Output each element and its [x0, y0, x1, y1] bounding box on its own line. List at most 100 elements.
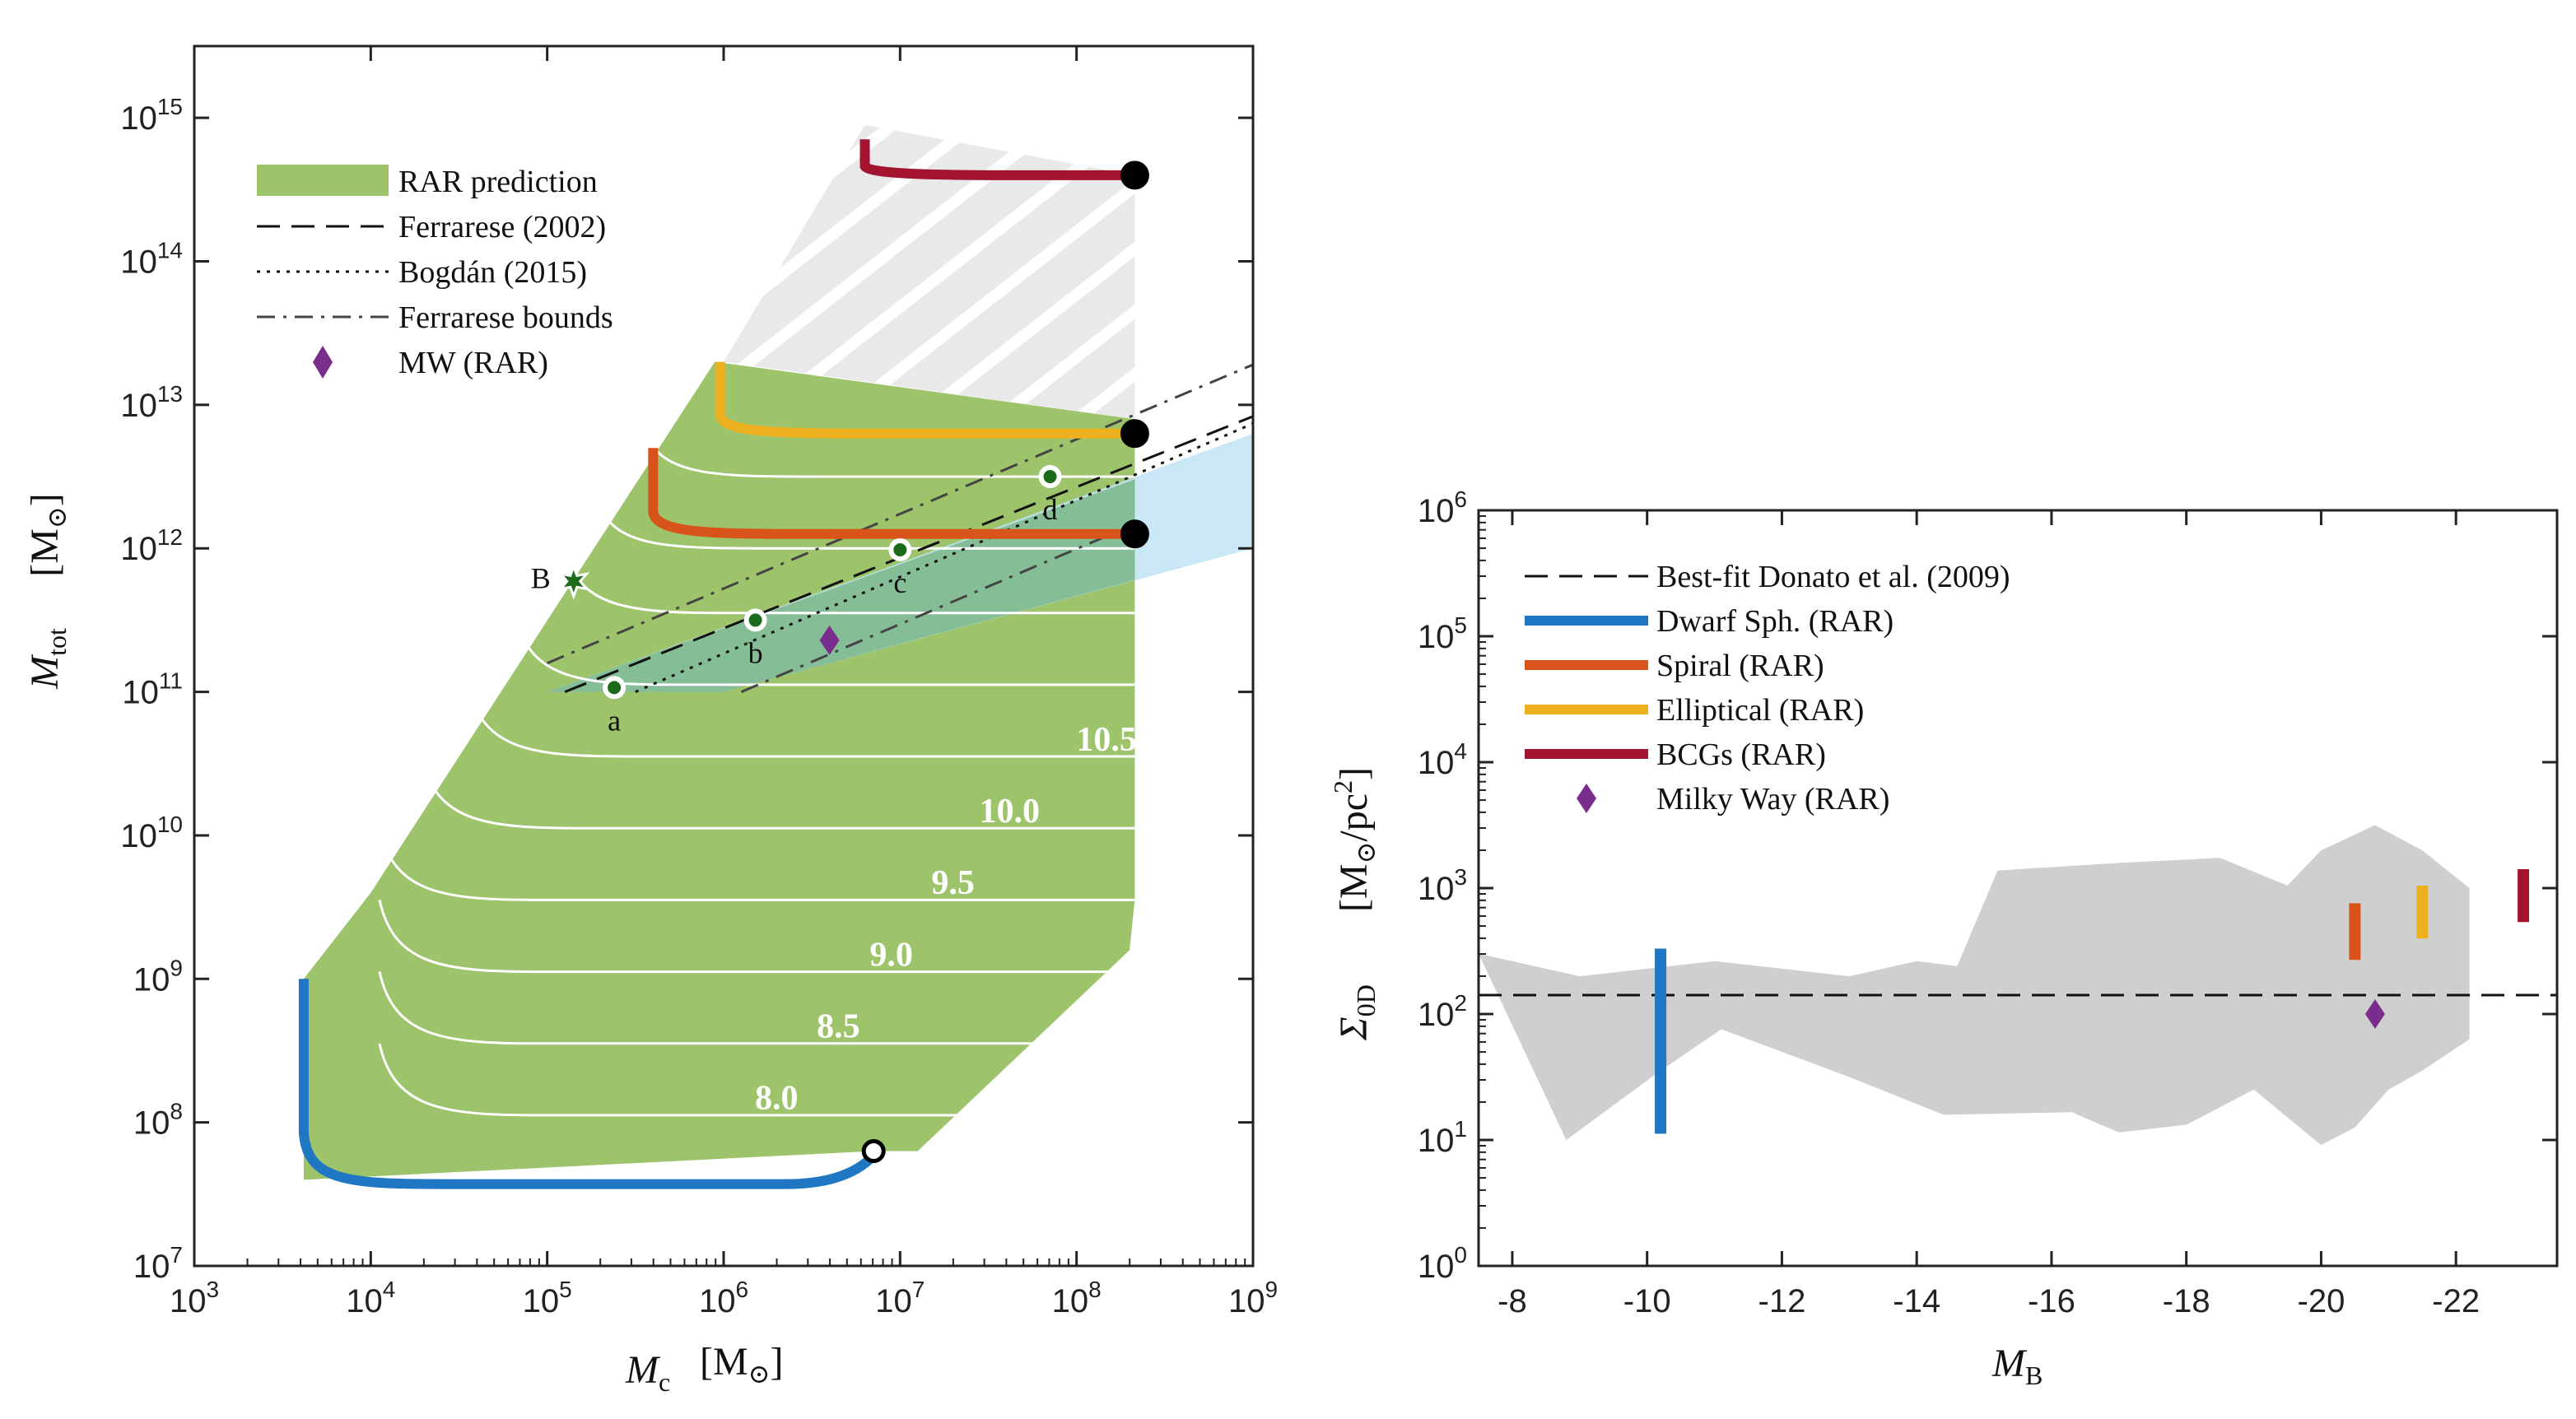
left-y-tick-label-9: 109: [133, 955, 183, 998]
mw-marker: [819, 625, 840, 655]
left-y-tick-label-11: 1011: [122, 668, 183, 711]
contour-line-9.0: [378, 900, 1135, 974]
contour-line-8.0: [378, 1043, 1135, 1117]
contour-line-11.5: [559, 541, 1135, 615]
left-x-title: Mc: [625, 1348, 670, 1397]
left-legend-label-1: Ferrarese (2002): [398, 210, 606, 244]
right-legend: Best-fit Donato et al. (2009) Dwarf Sph. …: [1525, 560, 2010, 817]
left-x-tick-label-8: 108: [1052, 1277, 1102, 1319]
left-legend-label-4: MW (RAR): [398, 346, 548, 380]
contour-label-11.0: 11.0: [1141, 649, 1199, 687]
right-legend-label-3: Elliptical (RAR): [1656, 693, 1864, 728]
right-y-tick-label-4: 104: [1418, 738, 1467, 781]
endpoint-marker-1: [1120, 419, 1149, 449]
contour-line-11.0: [513, 612, 1135, 686]
series-spiral-rar-: [648, 448, 1135, 539]
right-y-tick-label-2: 102: [1418, 990, 1467, 1033]
right-y-tick-label-5: 105: [1418, 612, 1467, 655]
left-legend-swatch-0: [257, 165, 389, 196]
left-x-tick-label-7: 107: [875, 1277, 925, 1319]
star-marker-B: [557, 562, 590, 600]
left-y-tick-label-8: 108: [133, 1099, 183, 1142]
point-label-c: c: [893, 566, 906, 599]
contour-line-8.5: [378, 971, 1135, 1045]
series-dwarf-sph-rar-: [298, 979, 878, 1189]
contour-label-10.0: 10.0: [979, 793, 1040, 830]
right-legend-label-0: Best-fit Donato et al. (2009): [1656, 560, 2010, 594]
right-y-tick-label-3: 103: [1418, 864, 1467, 907]
milky-way-marker: [2364, 999, 2385, 1029]
point-label-d: d: [1043, 493, 1058, 526]
bogdan-line: [635, 422, 1253, 693]
endpoint-marker-0: [1120, 161, 1149, 190]
ferrarese-band-region: [547, 433, 1253, 692]
right-x-tick-label: -10: [1623, 1283, 1671, 1319]
contour-label-11.5: 11.5: [1203, 577, 1261, 615]
point-marker-c: [893, 542, 907, 556]
right-x-tick-label: -14: [1893, 1283, 1940, 1319]
contour-label-10.5: 10.5: [1076, 721, 1137, 759]
left-y-title: Mtot: [23, 628, 72, 690]
contour-line-upper: [598, 505, 1135, 550]
contour-label-8.5: 8.5: [817, 1007, 860, 1045]
ferrarese-line: [564, 415, 1253, 693]
right-marks: [1479, 825, 2557, 1146]
left-y-tick-label-12: 1012: [120, 524, 183, 567]
right-x-tick-label: -20: [2298, 1283, 2345, 1319]
point-marker-a: [608, 681, 622, 695]
right-legend-label-5: Milky Way (RAR): [1656, 782, 1889, 817]
right-y-tick-label-1: 101: [1418, 1116, 1467, 1159]
right-x-tick-label: -18: [2163, 1283, 2210, 1319]
point-label-b: b: [748, 636, 763, 669]
left-y-tick-label-15: 1015: [120, 94, 183, 137]
left-x-tick-label-9: 109: [1228, 1277, 1278, 1319]
left-legend-swatch-4: [313, 346, 333, 379]
left-y-unit: [M⊙]: [23, 493, 72, 576]
left-marks: 8.0 8.59.0 9.510.0 10.511.011.5 a b c d B: [298, 124, 1261, 1189]
point-marker-b: [748, 613, 762, 627]
left-legend: RAR prediction Ferrarese (2002) Bogdán (20…: [257, 165, 613, 380]
left-legend-label-3: Ferrarese bounds: [398, 300, 613, 335]
right-legend-label-4: BCGs (RAR): [1656, 737, 1826, 772]
left-y-tick-label-7: 107: [133, 1242, 183, 1285]
endpoint-marker-3: [861, 1139, 886, 1164]
left-x-tick-label-5: 105: [523, 1277, 572, 1319]
left-y-axis-title: Mtot [M⊙]: [23, 493, 72, 690]
series-bcgs-rar-: [859, 139, 1135, 180]
endpoint-marker-2: [1120, 519, 1149, 549]
left-y-tick-label-13: 1013: [120, 381, 183, 424]
left-y-tick-label-14: 1014: [120, 238, 183, 281]
contour-label-9.0: 9.0: [869, 936, 913, 974]
ferrarese-bound-1: [740, 521, 1139, 693]
right-ticks: -8 -10 -12 -14 -16 -18 -20 -22 100 101 102 103 104 10…: [1418, 486, 2557, 1319]
contour-line-10.5: [466, 684, 1135, 758]
right-y-tick-label-6: 106: [1418, 486, 1467, 529]
hatched-region: [724, 124, 1135, 420]
point-label-a: a: [608, 704, 621, 737]
right-y-unit: [M⊙/pc2]: [1328, 767, 1381, 912]
right-y-tick-label-0: 100: [1418, 1242, 1467, 1285]
left-panel: 8.0 8.59.0 9.510.0 10.511.011.5 a b c d B 103 104…: [23, 44, 1278, 1397]
left-x-tick-label-4: 104: [346, 1277, 395, 1319]
left-legend-label-2: Bogdán (2015): [398, 255, 587, 290]
right-x-tick-label: -22: [2432, 1283, 2480, 1319]
right-x-tick-label: -8: [1498, 1283, 1527, 1319]
right-legend-label-1: Dwarf Sph. (RAR): [1656, 604, 1894, 639]
right-x-title: MB: [1991, 1342, 2043, 1390]
contour-line-9.5: [378, 827, 1135, 901]
right-legend-label-2: Spiral (RAR): [1656, 649, 1824, 683]
contour-label-9.5: 9.5: [931, 864, 975, 902]
right-y-axis-title: Σ0D [M⊙/pc2]: [1328, 767, 1381, 1041]
right-panel: -8 -10 -12 -14 -16 -18 -20 -22 100 101 102 103 104 10…: [1328, 486, 2559, 1390]
point-marker-d: [1043, 470, 1057, 484]
contour-label-8.0: 8.0: [755, 1080, 799, 1118]
contour-line-10.0: [420, 756, 1135, 830]
left-x-unit: [M⊙]: [700, 1340, 783, 1389]
left-ticks: 103 104 105 106 107 108 109 107 108 109 1010 1011 10…: [120, 46, 1278, 1319]
left-x-tick-label-6: 106: [699, 1277, 748, 1319]
right-y-title: Σ0D: [1332, 984, 1381, 1041]
star-label-B: B: [531, 561, 551, 594]
series-elliptical-rar-: [715, 361, 1135, 439]
right-legend-swatch-5: [1577, 784, 1596, 813]
